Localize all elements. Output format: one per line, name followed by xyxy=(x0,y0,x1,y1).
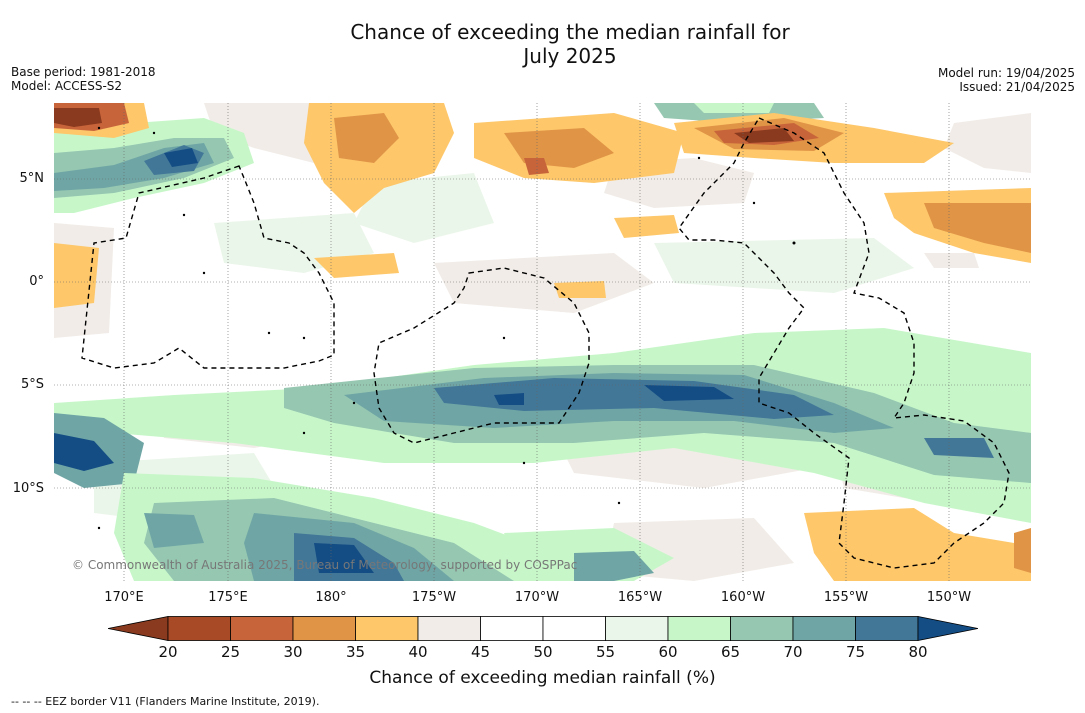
meta-left: Base period: 1981-2018 Model: ACCESS-S2 xyxy=(11,65,156,93)
model-name: Model: ACCESS-S2 xyxy=(11,79,123,93)
colorbar-tick-label: 75 xyxy=(845,643,866,661)
lon-label-150w: 150°W xyxy=(926,590,972,605)
colorbar-tick-label: 35 xyxy=(345,643,366,661)
colorbar-title: Chance of exceeding median rainfall (%) xyxy=(369,668,716,688)
model-run: Model run: 19/04/2025 xyxy=(937,66,1075,80)
colorbar-extend-high xyxy=(917,616,978,641)
colorbar-cell xyxy=(230,616,294,641)
colorbar-cell xyxy=(417,616,481,641)
map-title-line1: Chance of exceeding the median rainfall … xyxy=(350,20,790,44)
colorbar-tick-label: 25 xyxy=(220,643,241,661)
eez-borders xyxy=(81,117,1010,569)
lat-label-5s: 5°S xyxy=(20,377,44,392)
lon-label-170e: 170°E xyxy=(104,590,144,605)
colorbar-tick-label: 70 xyxy=(783,643,803,661)
colorbar-cell xyxy=(730,616,794,641)
gridlines xyxy=(54,103,1031,581)
coastlines xyxy=(97,126,796,530)
lon-label-175w: 175°W xyxy=(411,590,457,605)
colorbar-tick-label: 80 xyxy=(908,643,928,661)
colorbar-tick-label: 40 xyxy=(408,643,428,661)
map-title-line2: July 2025 xyxy=(523,44,617,68)
base-period: Base period: 1981-2018 xyxy=(11,65,156,79)
colorbar-tick-label: 65 xyxy=(720,643,741,661)
colorbar-tick-label: 20 xyxy=(158,643,178,661)
lon-label-155w: 155°W xyxy=(823,590,869,605)
issued-date: Issued: 21/04/2025 xyxy=(959,80,1075,94)
copyright-text: © Commonwealth of Australia 2025, Bureau… xyxy=(72,558,578,572)
colorbar-cell xyxy=(792,616,856,641)
colorbar-cell xyxy=(355,616,419,641)
colorbar-cell xyxy=(667,616,731,641)
colorbar-tick-label: 45 xyxy=(470,643,491,661)
lat-label-10s: 10°S xyxy=(12,481,44,496)
colorbar-cell xyxy=(480,616,544,641)
colorbar-extend-low xyxy=(108,616,169,641)
map-title: Chance of exceeding the median rainfall … xyxy=(270,20,870,68)
lon-label-175e: 175°E xyxy=(208,590,248,605)
wet-band xyxy=(54,328,1031,581)
dry-patches xyxy=(54,103,1031,581)
colorbar-cell xyxy=(605,616,669,641)
colorbar-tick-label: 50 xyxy=(533,643,553,661)
lon-label-180: 180° xyxy=(315,590,347,605)
colorbar-cell xyxy=(542,616,606,641)
rainfall-map[interactable] xyxy=(54,103,1031,581)
lon-label-165w: 165°W xyxy=(617,590,663,605)
lat-label-5n: 5°N xyxy=(19,171,45,186)
eez-footnote: -- -- -- EEZ border V11 (Flanders Marine… xyxy=(11,695,320,708)
lat-label-0: 0° xyxy=(29,274,44,289)
colorbar-cell xyxy=(167,616,231,641)
colorbar xyxy=(108,616,978,641)
colorbar-tick-label: 30 xyxy=(283,643,303,661)
lon-label-160w: 160°W xyxy=(720,590,766,605)
colorbar-cell xyxy=(292,616,356,641)
rainfall-map-svg xyxy=(54,103,1031,581)
colorbar-cell xyxy=(855,616,919,641)
colorbar-tick-label: 60 xyxy=(658,643,678,661)
colorbar-tick-label: 55 xyxy=(595,643,616,661)
meta-right: Model run: 19/04/2025 Issued: 21/04/2025 xyxy=(938,66,1075,94)
lon-label-170w: 170°W xyxy=(514,590,560,605)
